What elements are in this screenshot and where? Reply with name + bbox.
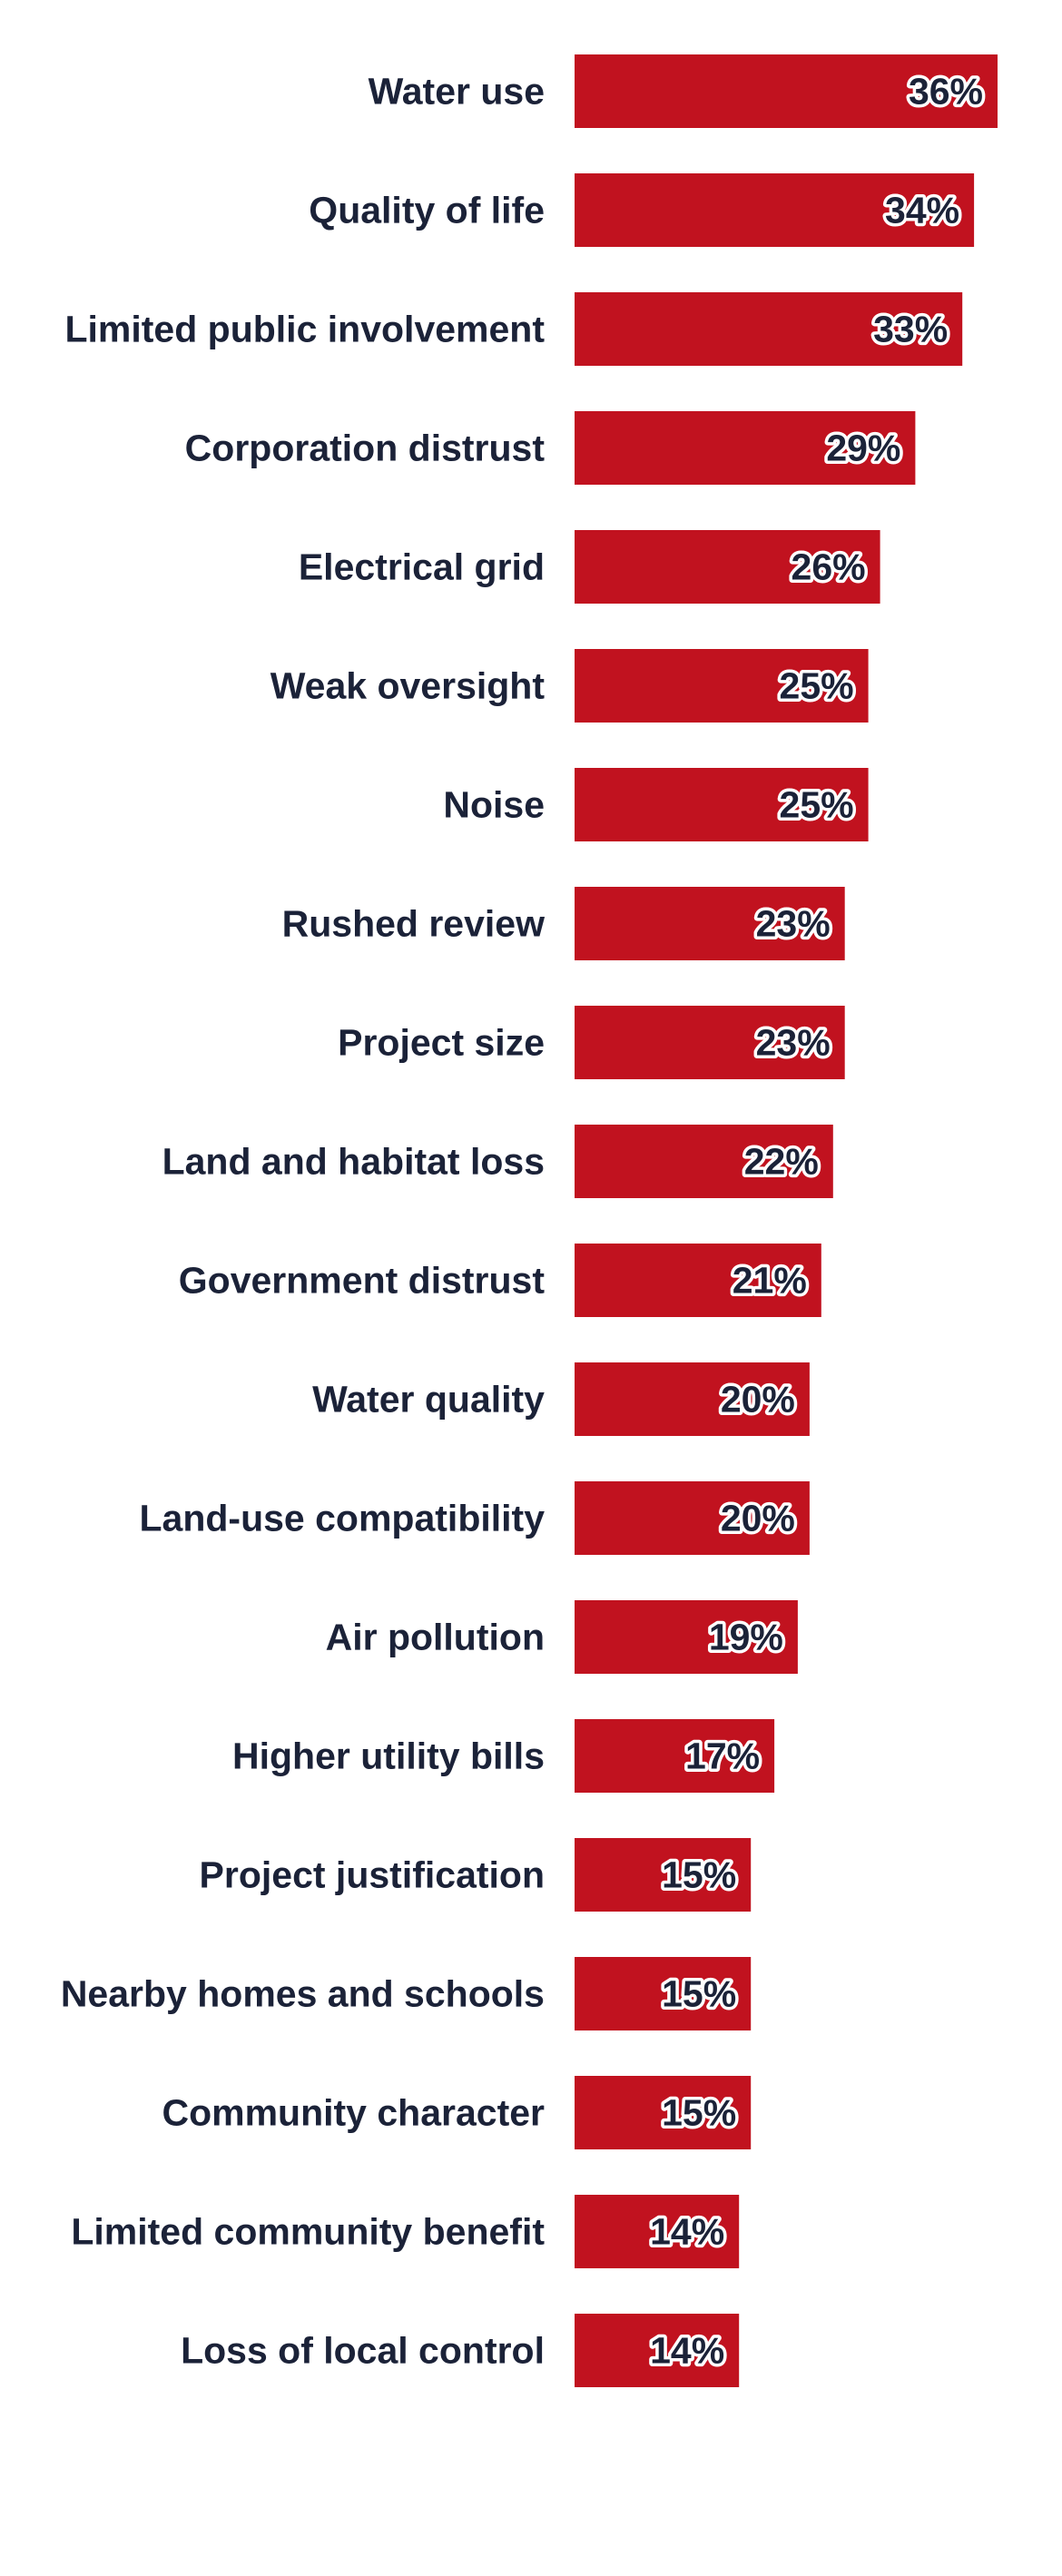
bar <box>575 1719 775 1793</box>
bar <box>575 411 916 485</box>
value-label: 15% <box>662 1973 736 2015</box>
category-label: Community character <box>162 2092 545 2134</box>
bar <box>575 1957 752 2030</box>
category-label: Limited community benefit <box>71 2211 545 2253</box>
value-label: 22% <box>744 1141 819 1183</box>
value-label: 23% <box>756 1022 831 1064</box>
value-label: 25% <box>780 784 854 826</box>
category-label: Nearby homes and schools <box>61 1973 545 2015</box>
category-label: Government distrust <box>179 1260 546 1302</box>
category-label: Water use <box>369 71 545 113</box>
category-label: Water quality <box>312 1379 545 1421</box>
bar <box>575 2195 740 2268</box>
bar <box>575 1600 798 1674</box>
category-label: Quality of life <box>309 190 545 231</box>
value-label: 14% <box>650 2211 724 2253</box>
bar <box>575 2314 740 2387</box>
bar <box>575 1481 810 1555</box>
value-label: 33% <box>873 309 948 350</box>
bar <box>575 2076 752 2149</box>
value-label: 23% <box>756 903 831 945</box>
category-label: Land-use compatibility <box>140 1498 546 1539</box>
value-label: 15% <box>662 2092 736 2134</box>
bar <box>575 530 880 604</box>
value-label: 25% <box>780 665 854 707</box>
category-label: Noise <box>443 784 545 826</box>
bar <box>575 1838 752 1912</box>
value-label: 15% <box>662 1854 736 1896</box>
category-label: Electrical grid <box>299 546 545 588</box>
value-label: 34% <box>885 190 959 231</box>
bar <box>575 54 998 128</box>
bars-group <box>575 54 998 2387</box>
category-labels-group: Water use Quality of life Limited public i… <box>61 71 546 2372</box>
bar <box>575 1362 810 1436</box>
category-label: Weak oversight <box>270 665 546 707</box>
value-label: 20% <box>721 1379 795 1421</box>
bar <box>575 649 869 723</box>
value-label: 17% <box>685 1735 760 1777</box>
bar <box>575 292 963 366</box>
category-label: Limited public involvement <box>64 309 545 350</box>
value-label: 21% <box>733 1260 807 1302</box>
category-label: Land and habitat loss <box>162 1141 545 1183</box>
value-labels-group: 36% 34% 33% 29% 26% 25% 25% 23% 23% 22% 21% 20% 20% 1… <box>647 67 987 2374</box>
bar <box>575 768 869 841</box>
bar <box>575 887 845 960</box>
bar <box>575 1006 845 1079</box>
value-label: 36% <box>909 71 983 113</box>
value-label: 19% <box>709 1617 783 1658</box>
category-label: Project size <box>338 1022 545 1064</box>
bar <box>575 1125 833 1198</box>
category-label: Project justification <box>200 1854 545 1896</box>
value-label: 29% <box>826 428 900 469</box>
value-label: 14% <box>650 2330 724 2372</box>
category-label: Corporation distrust <box>185 428 546 469</box>
category-label: Rushed review <box>282 903 545 945</box>
value-label: 26% <box>792 546 866 588</box>
bar <box>575 173 975 247</box>
category-label: Loss of local control <box>181 2330 545 2372</box>
value-label: 20% <box>721 1498 795 1539</box>
bar <box>575 1244 821 1317</box>
category-label: Air pollution <box>326 1617 545 1658</box>
category-label: Higher utility bills <box>232 1735 545 1777</box>
